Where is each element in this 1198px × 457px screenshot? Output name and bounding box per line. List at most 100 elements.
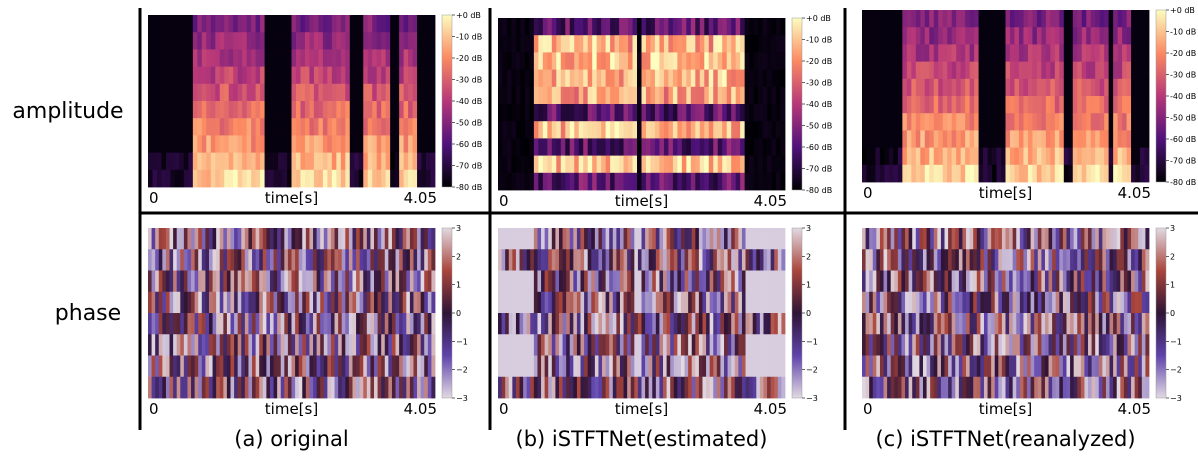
- spectrogram-cell: [655, 35, 660, 53]
- spectrogram-cell: [350, 84, 355, 102]
- phase-cell: [692, 313, 696, 335]
- phase-cell: [642, 292, 646, 314]
- spectrogram-cell: [1023, 113, 1028, 131]
- spectrogram-cell: [283, 84, 288, 102]
- spectrogram-cell: [862, 113, 867, 131]
- spectrogram-cell: [731, 18, 736, 36]
- phase-cell: [1031, 228, 1035, 250]
- spectrogram-cell: [983, 10, 988, 28]
- phase-cell: [710, 271, 714, 293]
- spectrogram-cell: [988, 113, 993, 131]
- spectrogram-cell: [1046, 10, 1051, 28]
- spectrogram-cell: [704, 35, 709, 53]
- spectrogram-cell: [642, 18, 647, 36]
- spectrogram-cell: [287, 135, 292, 153]
- spectrogram-cell: [265, 15, 270, 33]
- phase-cell: [995, 356, 999, 378]
- spectrogram-cell: [197, 153, 202, 171]
- phase-cell: [277, 356, 281, 378]
- spectrogram-cell: [1091, 165, 1096, 183]
- spectrogram-cell: [238, 67, 243, 85]
- spectrogram-cell: [893, 130, 898, 148]
- spectrogram-cell: [776, 70, 781, 88]
- spectrogram-cell: [292, 32, 297, 50]
- spectrogram-cell: [1086, 62, 1091, 80]
- spectrogram-cell: [619, 104, 624, 122]
- spectrogram-cell: [538, 52, 543, 70]
- phase-cell: [763, 228, 767, 250]
- phase-cell: [338, 334, 342, 356]
- spectrogram-cell: [1140, 96, 1145, 114]
- spectrogram-cell: [431, 153, 436, 171]
- spectrogram-cell: [659, 18, 664, 36]
- spectrogram-cell: [677, 138, 682, 156]
- spectrogram-cell: [220, 32, 225, 50]
- spectrogram-cell: [170, 84, 175, 102]
- spectrogram-cell: [579, 156, 584, 174]
- phase-cell: [688, 249, 692, 271]
- phase-cell: [577, 313, 581, 335]
- spectrogram-cell: [197, 49, 202, 67]
- spectrogram-cell: [893, 165, 898, 183]
- spectrogram-cell: [736, 121, 741, 139]
- phase-cell: [184, 356, 188, 378]
- phase-cell: [281, 356, 285, 378]
- spectrogram-cell: [592, 52, 597, 70]
- phase-cell: [1081, 271, 1085, 293]
- spectrogram-cell: [381, 101, 386, 119]
- spectrogram-cell: [619, 156, 624, 174]
- spectrogram-cell: [916, 79, 921, 97]
- colorbar-tick-label: −1: [1170, 337, 1182, 346]
- phase-cell: [656, 356, 660, 378]
- spectrogram-cell: [916, 44, 921, 62]
- spectrogram-cell: [148, 32, 153, 50]
- spectrogram-cell: [399, 67, 404, 85]
- spectrogram-cell: [992, 96, 997, 114]
- spectrogram-cell: [260, 153, 265, 171]
- phase-cell: [876, 334, 880, 356]
- phase-cell: [876, 249, 880, 271]
- spectrogram-cell: [1068, 10, 1073, 28]
- spectrogram-cell: [354, 15, 359, 33]
- spectrogram-cell: [431, 67, 436, 85]
- spectrogram-cell: [1086, 165, 1091, 183]
- phase-cell: [1009, 271, 1013, 293]
- spectrogram-cell: [404, 67, 409, 85]
- spectrogram-cell: [309, 49, 314, 67]
- spectrogram-cell: [251, 15, 256, 33]
- phase-cell: [631, 292, 635, 314]
- spectrogram-cell: [498, 173, 503, 191]
- spectrogram-cell: [668, 156, 673, 174]
- spectrogram-cell: [642, 70, 647, 88]
- spectrogram-cell: [1023, 148, 1028, 166]
- phase-cell: [284, 249, 288, 271]
- phase-cell: [396, 356, 400, 378]
- phase-cell: [252, 334, 256, 356]
- phase-cell: [555, 292, 559, 314]
- spectrogram-cell: [961, 79, 966, 97]
- spectrogram-cell: [1050, 62, 1055, 80]
- phase-cell: [591, 334, 595, 356]
- spectrogram-cell: [215, 84, 220, 102]
- phase-cell: [396, 292, 400, 314]
- spectrogram-cell: [233, 49, 238, 67]
- spectrogram-cell: [898, 96, 903, 114]
- spectrogram-cell: [619, 52, 624, 70]
- spectrogram-cell: [633, 87, 638, 105]
- spectrogram-cell: [983, 130, 988, 148]
- phase-cell: [1081, 228, 1085, 250]
- spectrogram-cell: [1032, 79, 1037, 97]
- spectrogram-cell: [898, 27, 903, 45]
- spectrogram-cell: [274, 153, 279, 171]
- phase-cell: [421, 228, 425, 250]
- phase-cell: [919, 271, 923, 293]
- spectrogram-cell: [206, 153, 211, 171]
- spectrogram-cell: [934, 10, 939, 28]
- spectrogram-cell: [193, 49, 198, 67]
- x-start-label: 0: [149, 189, 159, 207]
- spectrogram-cell: [1140, 10, 1145, 28]
- phase-cell: [256, 249, 260, 271]
- spectrogram-cell: [884, 79, 889, 97]
- phase-cell: [259, 249, 263, 271]
- phase-cell: [1063, 292, 1067, 314]
